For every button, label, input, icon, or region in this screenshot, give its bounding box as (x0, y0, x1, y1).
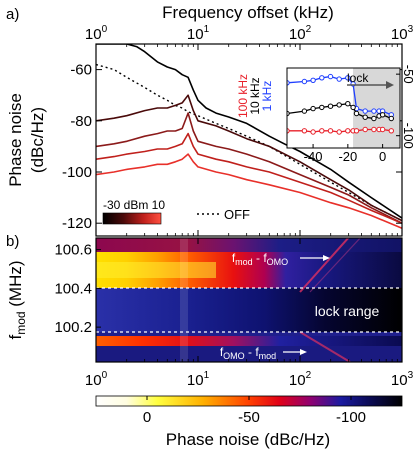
inset-marker-2 (301, 128, 308, 134)
top-x-tick-label: 101 (187, 24, 210, 43)
inset-marker-1 (327, 103, 334, 109)
legend-colorbar (102, 212, 162, 225)
series-line-1 (96, 44, 402, 219)
top-x-tick-label: 100 (85, 24, 108, 43)
inset-marker-2 (388, 128, 394, 134)
annotation-arrow-lower (283, 349, 307, 355)
inset-marker-0 (336, 76, 342, 82)
inset-marker-1 (336, 102, 342, 108)
inset-marker-1 (388, 115, 394, 122)
inset-x-tick-label: -20 (338, 149, 357, 164)
inset-series-label-1khz: 1 kHz (260, 81, 274, 112)
y-tick-label-a: -100 (62, 164, 92, 181)
inset-marker-2 (336, 129, 342, 135)
series-line-5 (96, 153, 402, 230)
x-tick-label-b: 100 (85, 370, 108, 389)
inset-marker-1 (350, 104, 356, 111)
inset-marker-1 (301, 108, 308, 114)
inset-x-tick-label: 0 (379, 149, 386, 164)
y-tick-label-b: 100.2 (54, 319, 92, 336)
inset-marker-0 (327, 73, 334, 80)
inset-marker-1 (353, 110, 360, 117)
panel-b-label: b) (6, 233, 19, 250)
inset-lock-label: lock (347, 71, 369, 85)
series-line-4 (96, 132, 402, 224)
y-tick-label-b: 100.6 (54, 242, 92, 259)
inset-lock-arrow (347, 81, 394, 89)
inset-marker-1 (287, 110, 290, 117)
inset-marker-0 (310, 77, 316, 84)
inset-marker-1 (379, 112, 386, 118)
panel-a-label: a) (6, 6, 19, 23)
y-tick-label-a: -60 (70, 62, 92, 79)
legend-colorbar-label: -30 dBm 10 (103, 198, 165, 212)
y-axis-label-b: fmod (MHz) (6, 260, 28, 339)
inset-marker-2 (353, 128, 360, 134)
inset-lock-region (353, 68, 400, 148)
annotation-lock-range: lock range (315, 303, 380, 319)
plot-frame-a (95, 43, 403, 237)
inset-y-tick-label: -100 (401, 123, 415, 149)
x-tick-label-b: 101 (187, 370, 210, 389)
top-x-tick-label: 103 (391, 24, 414, 43)
colorbar-tick-label: -100 (336, 409, 366, 426)
inset-marker-0 (371, 108, 377, 114)
colorbar-tick-label: 0 (143, 409, 151, 426)
y-tick-label-b: 100.4 (54, 280, 92, 297)
inset-marker-1 (310, 105, 316, 112)
inset-marker-2 (362, 126, 368, 133)
inset-marker-0 (301, 78, 308, 85)
plot-frame-b (95, 237, 403, 363)
inset-marker-0 (287, 80, 290, 86)
colorbar-tick-label: -50 (238, 409, 260, 426)
top-x-axis-label: Frequency offset (kHz) (162, 3, 334, 22)
x-tick-label-b: 102 (289, 370, 312, 389)
inset-marker-2 (371, 126, 377, 133)
inset-marker-2 (379, 126, 386, 133)
heatmap (96, 238, 402, 362)
x-tick-label-b: 103 (391, 370, 414, 389)
inset-marker-1 (319, 104, 325, 111)
inset-marker-1 (371, 115, 377, 122)
inset-marker-2 (287, 128, 290, 134)
inset-marker-1 (362, 114, 368, 120)
annotation-arrow-upper (300, 255, 330, 261)
inset-marker-2 (345, 128, 351, 134)
series-line-3 (96, 112, 402, 224)
inset-marker-0 (362, 108, 368, 114)
top-x-tick-label: 102 (289, 24, 312, 43)
inset-marker-0 (319, 75, 325, 81)
inset-frame (286, 67, 401, 149)
inset-marker-1 (345, 101, 351, 107)
inset-marker-2 (319, 128, 325, 134)
y-tick-label-a: -80 (70, 113, 92, 130)
inset-marker-2 (327, 128, 334, 134)
series-line-2 (96, 94, 402, 222)
inset-series-label-10khz: 10 kHz (248, 77, 262, 114)
inset-marker-0 (345, 75, 351, 81)
y-tick-label-a: -120 (62, 215, 92, 232)
legend-off-label: OFF (224, 207, 250, 222)
inset-series-label-100khz: 100 kHz (236, 74, 250, 118)
inset-y-tick-label: -50 (401, 65, 415, 84)
y-axis-label-a-line1: Phase noise (6, 93, 25, 187)
colorbar-label: Phase noise (dBc/Hz) (166, 430, 330, 449)
y-axis-label-a-line2: (dBc/Hz) (28, 107, 47, 173)
inset-x-tick-label: -40 (304, 149, 323, 164)
inset-marker-2 (310, 129, 316, 135)
